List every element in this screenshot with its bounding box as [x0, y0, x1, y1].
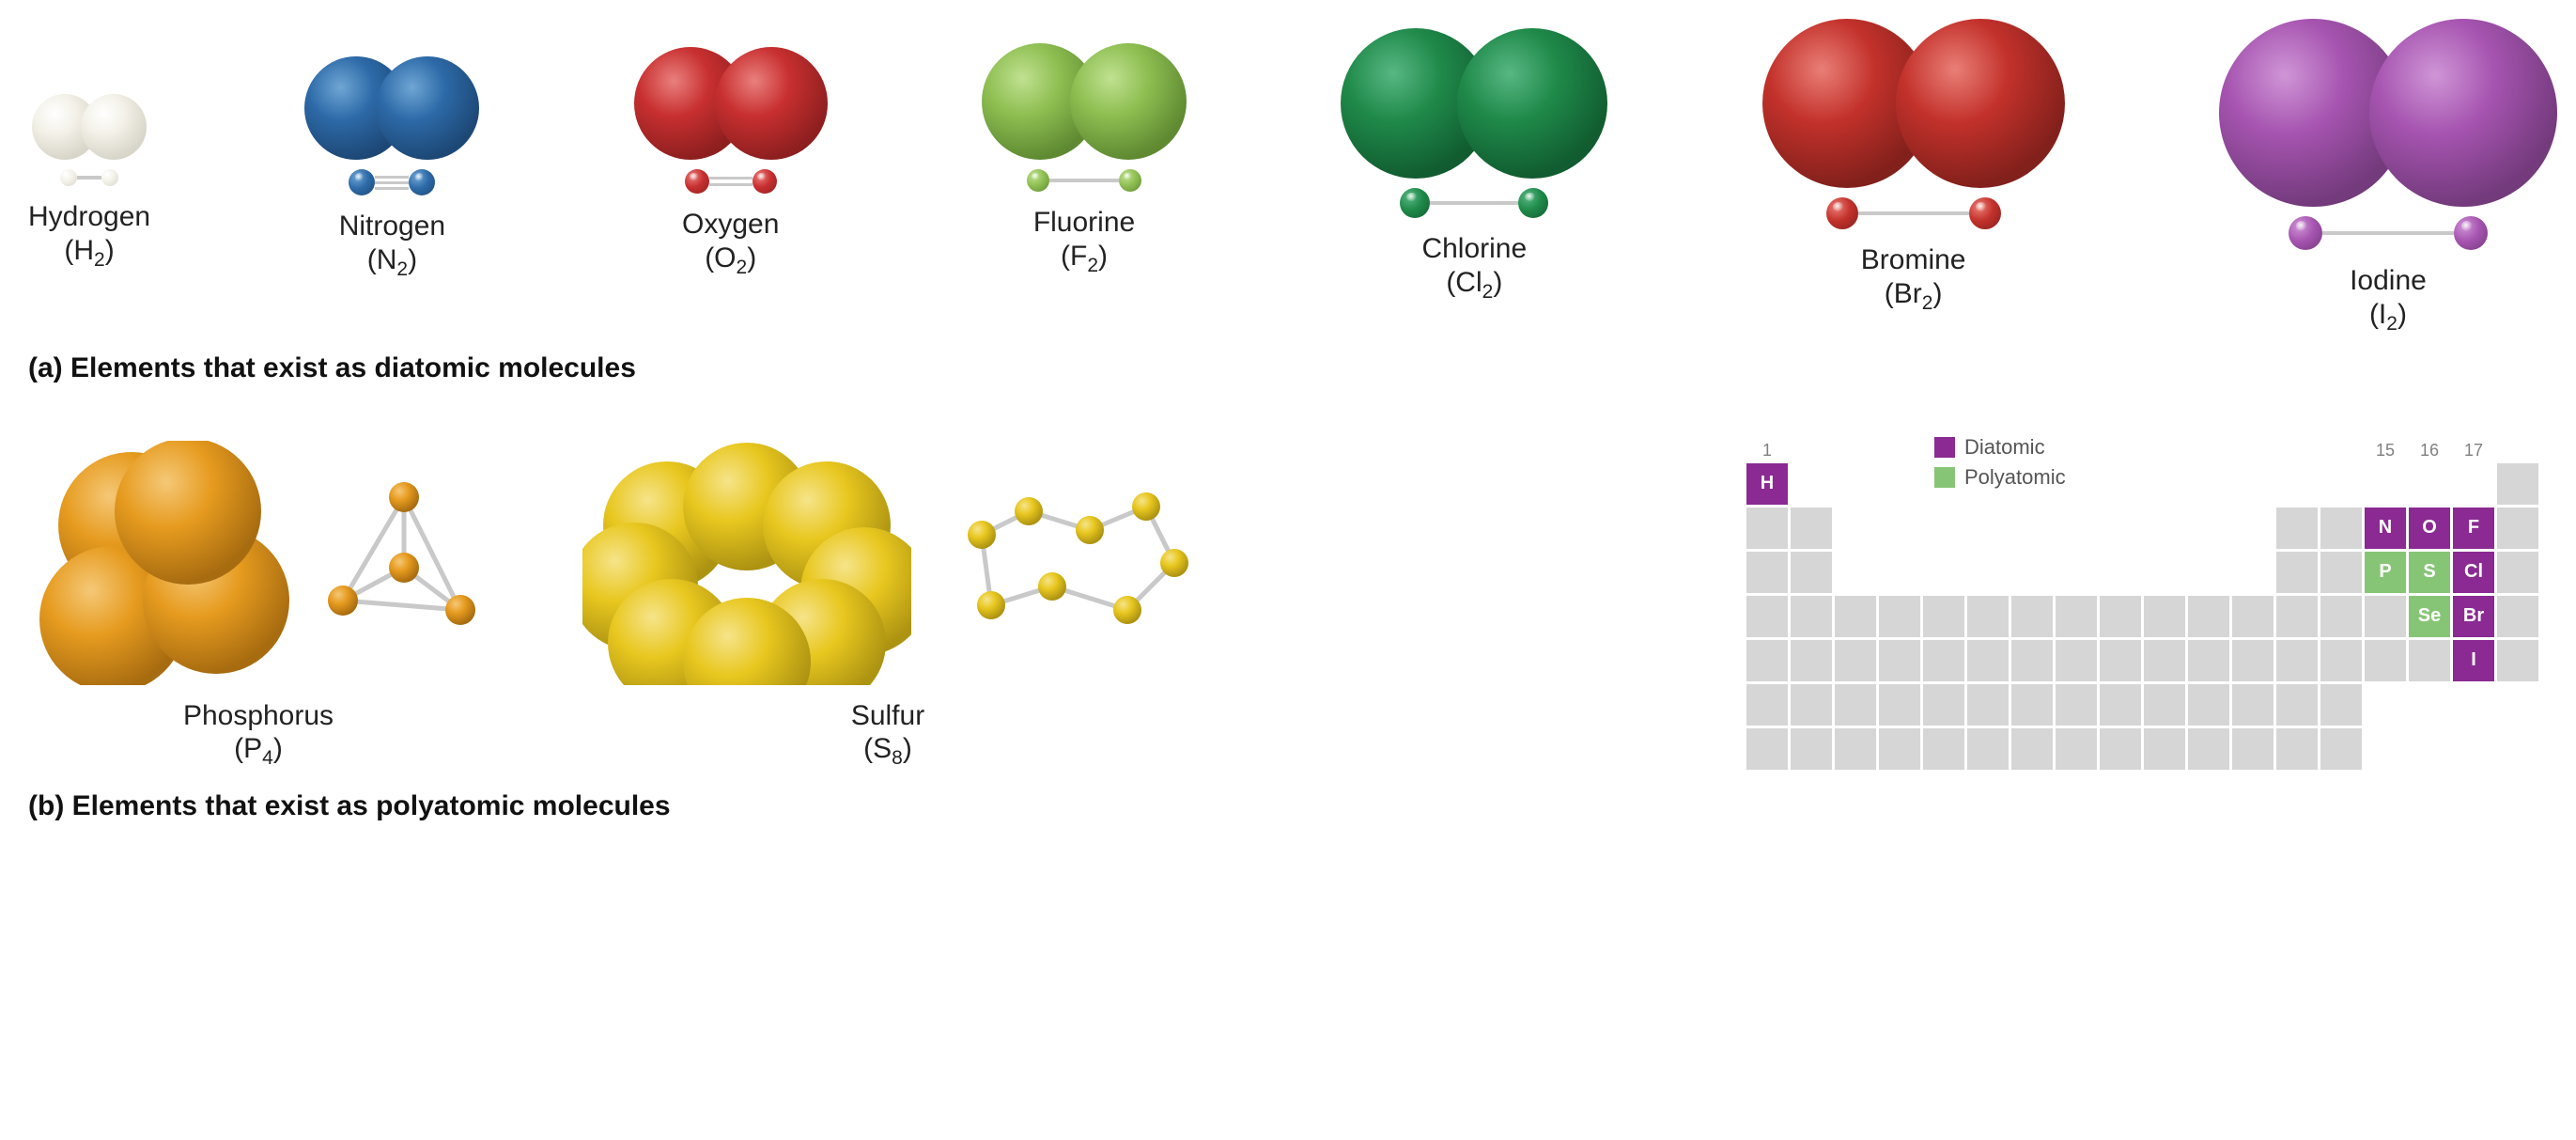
bromine-name: Bromine	[1861, 242, 1966, 278]
caption-b: (b) Elements that exist as polyatomic mo…	[9, 790, 2567, 822]
phosphorus-group: Phosphorus (P4)	[28, 441, 489, 771]
element-F: F	[2453, 508, 2494, 549]
phosphorus-name: Phosphorus	[183, 698, 334, 734]
periodic-grid: H NOF PSClSeBrI	[1746, 463, 2538, 770]
periodic-table: Diatomic Polyatomic 1151617 HNOFPSClSeBr…	[1746, 441, 2538, 770]
sulfur-formula: (S8)	[851, 733, 924, 770]
bromine-ballstick	[1826, 197, 2001, 229]
nitrogen-name: Nitrogen	[339, 209, 445, 244]
hydrogen-molecule: Hydrogen(H2)	[28, 19, 150, 336]
chlorine-molecule: Chlorine(Cl2)	[1341, 19, 1607, 336]
legend-label-polyatomic: Polyatomic	[1964, 465, 2066, 490]
hydrogen-name: Hydrogen	[28, 199, 150, 235]
section-b: Phosphorus (P4)	[9, 441, 2567, 771]
element-N: N	[2365, 508, 2406, 549]
fluorine-spacefill	[982, 19, 1187, 160]
chlorine-formula: (Cl2)	[1446, 267, 1502, 304]
hydrogen-ballstick	[60, 169, 118, 186]
iodine-formula: (I2)	[2369, 299, 2407, 336]
element-I: I	[2453, 640, 2494, 681]
phosphorus-ballstick	[319, 478, 489, 648]
nitrogen-formula: (N2)	[367, 244, 417, 281]
legend-swatch-diatomic	[1934, 437, 1955, 458]
fluorine-name: Fluorine	[1033, 205, 1135, 241]
fluorine-ballstick	[1027, 169, 1141, 192]
element-O: O	[2409, 508, 2450, 549]
sulfur-name: Sulfur	[851, 698, 924, 734]
nitrogen-ballstick	[349, 169, 435, 195]
bromine-spacefill	[1762, 19, 2065, 188]
bromine-formula: (Br2)	[1885, 278, 1943, 315]
diatomic-row: Hydrogen(H2) Nitrogen(N2) Oxygen(O2) Flu…	[9, 19, 2567, 336]
element-Se: Se	[2409, 596, 2450, 637]
oxygen-name: Oxygen	[682, 207, 779, 242]
oxygen-spacefill	[634, 19, 828, 160]
chlorine-ballstick	[1400, 188, 1548, 218]
column-numbers: 1151617	[1746, 441, 2538, 461]
bromine-molecule: Bromine(Br2)	[1762, 19, 2065, 336]
oxygen-molecule: Oxygen(O2)	[634, 19, 828, 336]
fluorine-molecule: Fluorine(F2)	[982, 19, 1187, 336]
legend: Diatomic Polyatomic	[1934, 435, 2066, 495]
nitrogen-spacefill	[304, 19, 479, 160]
iodine-spacefill	[2219, 19, 2557, 207]
nitrogen-molecule: Nitrogen(N2)	[304, 19, 479, 336]
hydrogen-formula: (H2)	[64, 235, 114, 272]
iodine-molecule: Iodine(I2)	[2219, 19, 2557, 336]
caption-a: (a) Elements that exist as diatomic mole…	[9, 352, 2567, 384]
legend-label-diatomic: Diatomic	[1964, 435, 2045, 460]
sulfur-spacefill	[582, 441, 911, 685]
sulfur-group: Sulfur (S8)	[582, 441, 1193, 771]
oxygen-ballstick	[685, 169, 777, 194]
hydrogen-spacefill	[32, 19, 147, 160]
element-H: H	[1746, 463, 1788, 505]
element-P: P	[2365, 552, 2406, 593]
sulfur-ballstick	[939, 478, 1193, 648]
element-S: S	[2409, 552, 2450, 593]
phosphorus-formula: (P4)	[183, 733, 334, 770]
fluorine-formula: (F2)	[1061, 241, 1108, 277]
oxygen-formula: (O2)	[705, 242, 756, 279]
legend-swatch-polyatomic	[1934, 467, 1955, 488]
element-Cl: Cl	[2453, 552, 2494, 593]
chlorine-name: Chlorine	[1421, 231, 1527, 267]
chlorine-spacefill	[1341, 19, 1607, 179]
iodine-ballstick	[2289, 216, 2488, 250]
element-Br: Br	[2453, 596, 2494, 637]
phosphorus-spacefill	[28, 441, 291, 685]
iodine-name: Iodine	[2350, 263, 2427, 299]
